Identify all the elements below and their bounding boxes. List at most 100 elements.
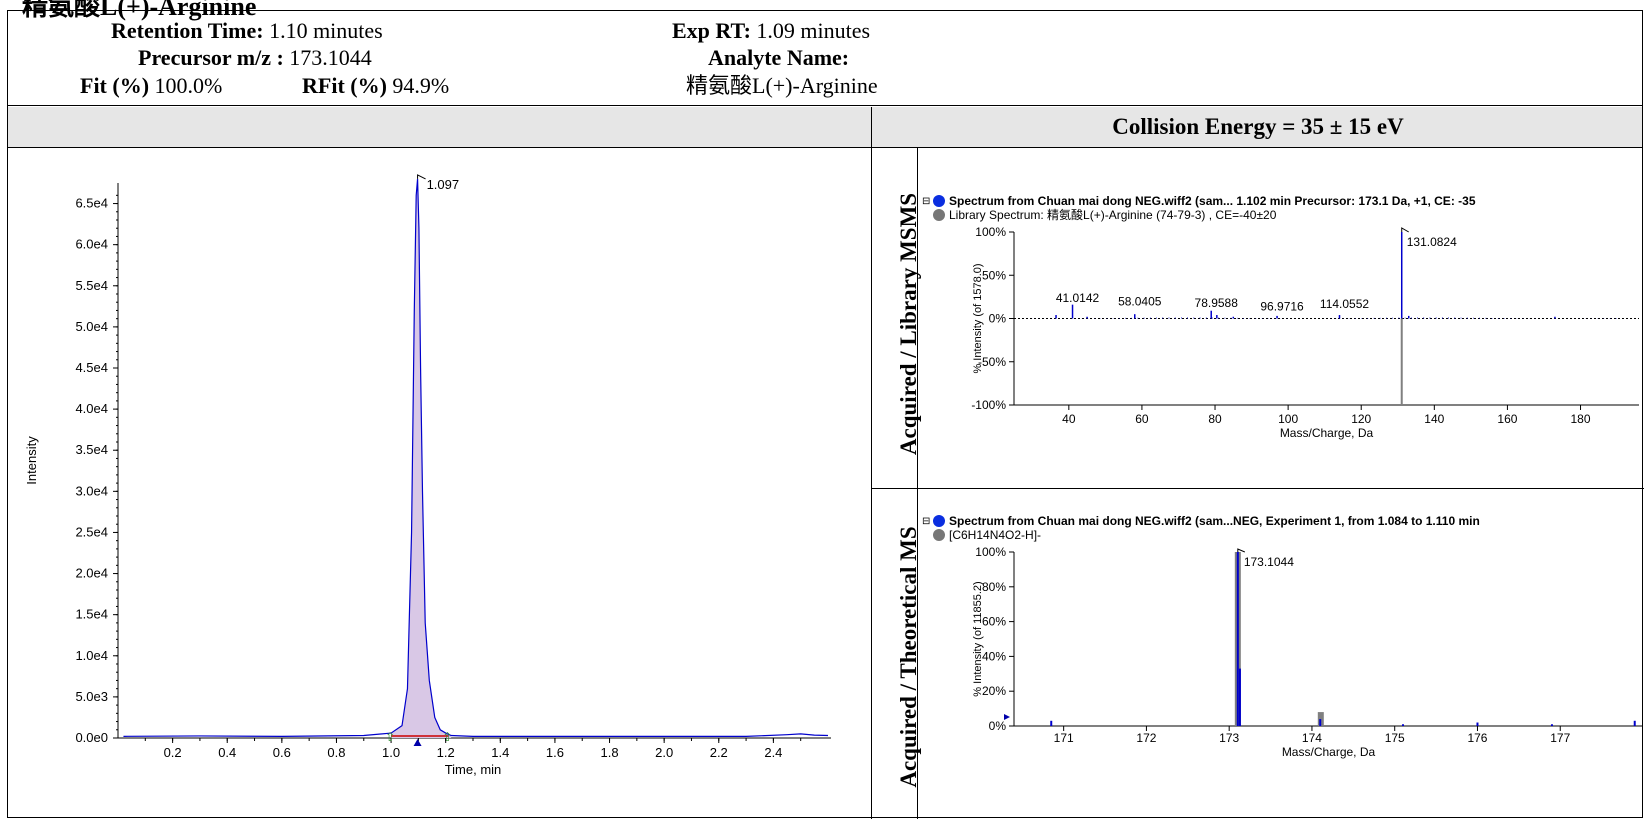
- legend-acquired: Spectrum from Chuan mai dong NEG.wiff2 (…: [949, 514, 1480, 528]
- y-tick-label: 3.0e4: [75, 483, 108, 498]
- x-tick-label: 1.6: [546, 745, 564, 760]
- retention-time: Retention Time: 1.10 minutes: [111, 18, 383, 43]
- y-tick-label: 0%: [989, 312, 1007, 326]
- fit-value: Fit (%) 100.0%: [80, 73, 223, 98]
- x-tick-label: 0.2: [164, 745, 182, 760]
- divider: [871, 107, 872, 819]
- x-tick-label: 120: [1351, 412, 1371, 426]
- y-tick-label: 100%: [975, 225, 1006, 239]
- analyte-name-label: Analyte Name:: [708, 45, 850, 70]
- y-tick-label: 80%: [982, 580, 1006, 594]
- msms-chart: ⊟ Spectrum from Chuan mai dong NEG.wiff2 …: [922, 194, 1639, 440]
- x-tick-label: 175: [1385, 731, 1405, 745]
- y-tick-label: 1.5e4: [75, 607, 108, 622]
- legend-acquired: Spectrum from Chuan mai dong NEG.wiff2 (…: [949, 194, 1476, 208]
- y-tick-label: 100%: [975, 545, 1006, 559]
- peak-label: 131.0824: [1407, 235, 1457, 249]
- legend-dot-theoretical: [933, 529, 945, 541]
- x-tick-label: 1.2: [437, 745, 455, 760]
- precursor-mz: Precursor m/z : 173.1044: [138, 45, 372, 70]
- x-tick-label: 1.0: [382, 745, 400, 760]
- legend-dot-acquired: [933, 195, 945, 207]
- x-tick-label: 140: [1424, 412, 1444, 426]
- y-tick-label: 50%: [982, 268, 1006, 282]
- x-tick-label: 2.0: [655, 745, 673, 760]
- x-tick-label: 1.8: [600, 745, 618, 760]
- collision-energy: Collision Energy = 35 ± 15 eV: [1112, 114, 1404, 139]
- y-tick-label: 2.0e4: [75, 566, 108, 581]
- peak-marker: [417, 174, 426, 180]
- x-axis-label: Mass/Charge, Da: [1282, 745, 1376, 759]
- peak-label: 41.0142: [1056, 291, 1100, 305]
- x-tick-label: 177: [1550, 731, 1570, 745]
- divider: [871, 488, 1644, 489]
- x-tick-label: 173: [1219, 731, 1239, 745]
- y-tick-label: 60%: [982, 615, 1006, 629]
- divider: [917, 148, 918, 819]
- divider: [8, 105, 1642, 106]
- y-axis-label: % Intensity (of 1578.0): [972, 263, 984, 373]
- y-tick-label: 0%: [989, 719, 1007, 733]
- legend-collapse-icon: ⊟: [922, 516, 930, 527]
- x-tick-label: 60: [1135, 412, 1149, 426]
- x-tick-label: 171: [1054, 731, 1074, 745]
- x-tick-label: 2.4: [764, 745, 782, 760]
- y-tick-label: 4.5e4: [75, 360, 108, 375]
- x-tick-label: 1.4: [491, 745, 509, 760]
- x-axis-label: Time, min: [445, 762, 502, 777]
- y-tick-label: 0.0e0: [75, 730, 108, 745]
- ms-chart: ⊟ Spectrum from Chuan mai dong NEG.wiff2 …: [922, 514, 1643, 759]
- y-tick-label: 6.5e4: [75, 196, 108, 211]
- y-tick-label: 6.0e4: [75, 237, 108, 252]
- peak-area: [391, 178, 452, 738]
- y-tick-label: -100%: [971, 398, 1006, 412]
- legend-dot-library: [933, 209, 945, 221]
- x-tick-label: 172: [1136, 731, 1156, 745]
- apex-arrow-icon: [413, 739, 422, 746]
- left-arrow-icon: [1004, 714, 1010, 720]
- x-tick-label: 100: [1278, 412, 1298, 426]
- y-tick-label: 2.5e4: [75, 524, 108, 539]
- y-tick-label: 20%: [982, 684, 1006, 698]
- peak-label: 58.0405: [1118, 294, 1162, 308]
- analyte-name-value: 精氨酸L(+)-Arginine: [686, 73, 878, 98]
- y-tick-label: 5.0e3: [75, 689, 108, 704]
- x-tick-label: 176: [1467, 731, 1487, 745]
- section-band: [8, 107, 1642, 148]
- end-marker: ⇧: [442, 730, 452, 744]
- x-tick-label: 2.2: [710, 745, 728, 760]
- y-tick-label: 4.0e4: [75, 401, 108, 416]
- peak-marker: [1237, 548, 1246, 553]
- y-axis-label: Intensity: [24, 436, 39, 485]
- exp-rt: Exp RT: 1.09 minutes: [672, 18, 871, 43]
- x-tick-label: 160: [1497, 412, 1517, 426]
- start-marker: ⇧: [385, 730, 395, 744]
- legend-dot-acquired: [933, 515, 945, 527]
- peak-label: 173.1044: [1244, 555, 1294, 569]
- peak-label: 114.0552: [1320, 297, 1369, 311]
- x-tick-label: 40: [1062, 412, 1076, 426]
- y-tick-label: 1.0e4: [75, 648, 108, 663]
- y-axis-label: % Intensity (of 11855.2): [972, 581, 984, 696]
- x-tick-label: 180: [1571, 412, 1591, 426]
- y-tick-label: 3.5e4: [75, 442, 108, 457]
- y-tick-label: -50%: [978, 355, 1006, 369]
- peak-marker: [1401, 227, 1409, 233]
- chromatogram-chart: 0.2 0.4 0.6 0.8 1.0 1.2 1.4 1.6 1.8 2.0 2.2 2.4 0.0e…: [24, 174, 831, 777]
- x-tick-label: 80: [1208, 412, 1222, 426]
- legend-collapse-icon: ⊟: [922, 196, 930, 207]
- rfit-value: RFit (%) 94.9%: [302, 73, 450, 98]
- legend-theoretical: [C6H14N4O2-H]-: [949, 528, 1041, 542]
- peak-label: 96.9716: [1260, 299, 1304, 313]
- x-tick-label: 0.6: [273, 745, 291, 760]
- y-tick-label: 40%: [982, 649, 1006, 663]
- x-tick-label: 0.8: [327, 745, 345, 760]
- chromatogram-trace: [123, 178, 829, 737]
- peak-label: 1.097: [427, 177, 460, 192]
- x-axis-label: Mass/Charge, Da: [1280, 426, 1374, 440]
- legend-library: Library Spectrum: 精氨酸L(+)-Arginine (74-7…: [949, 207, 1277, 222]
- report-panel: Retention Time: 1.10 minutes Precursor m…: [7, 10, 1644, 819]
- y-tick-label: 5.0e4: [75, 319, 108, 334]
- x-tick-label: 0.4: [218, 745, 236, 760]
- y-tick-label: 5.5e4: [75, 278, 108, 293]
